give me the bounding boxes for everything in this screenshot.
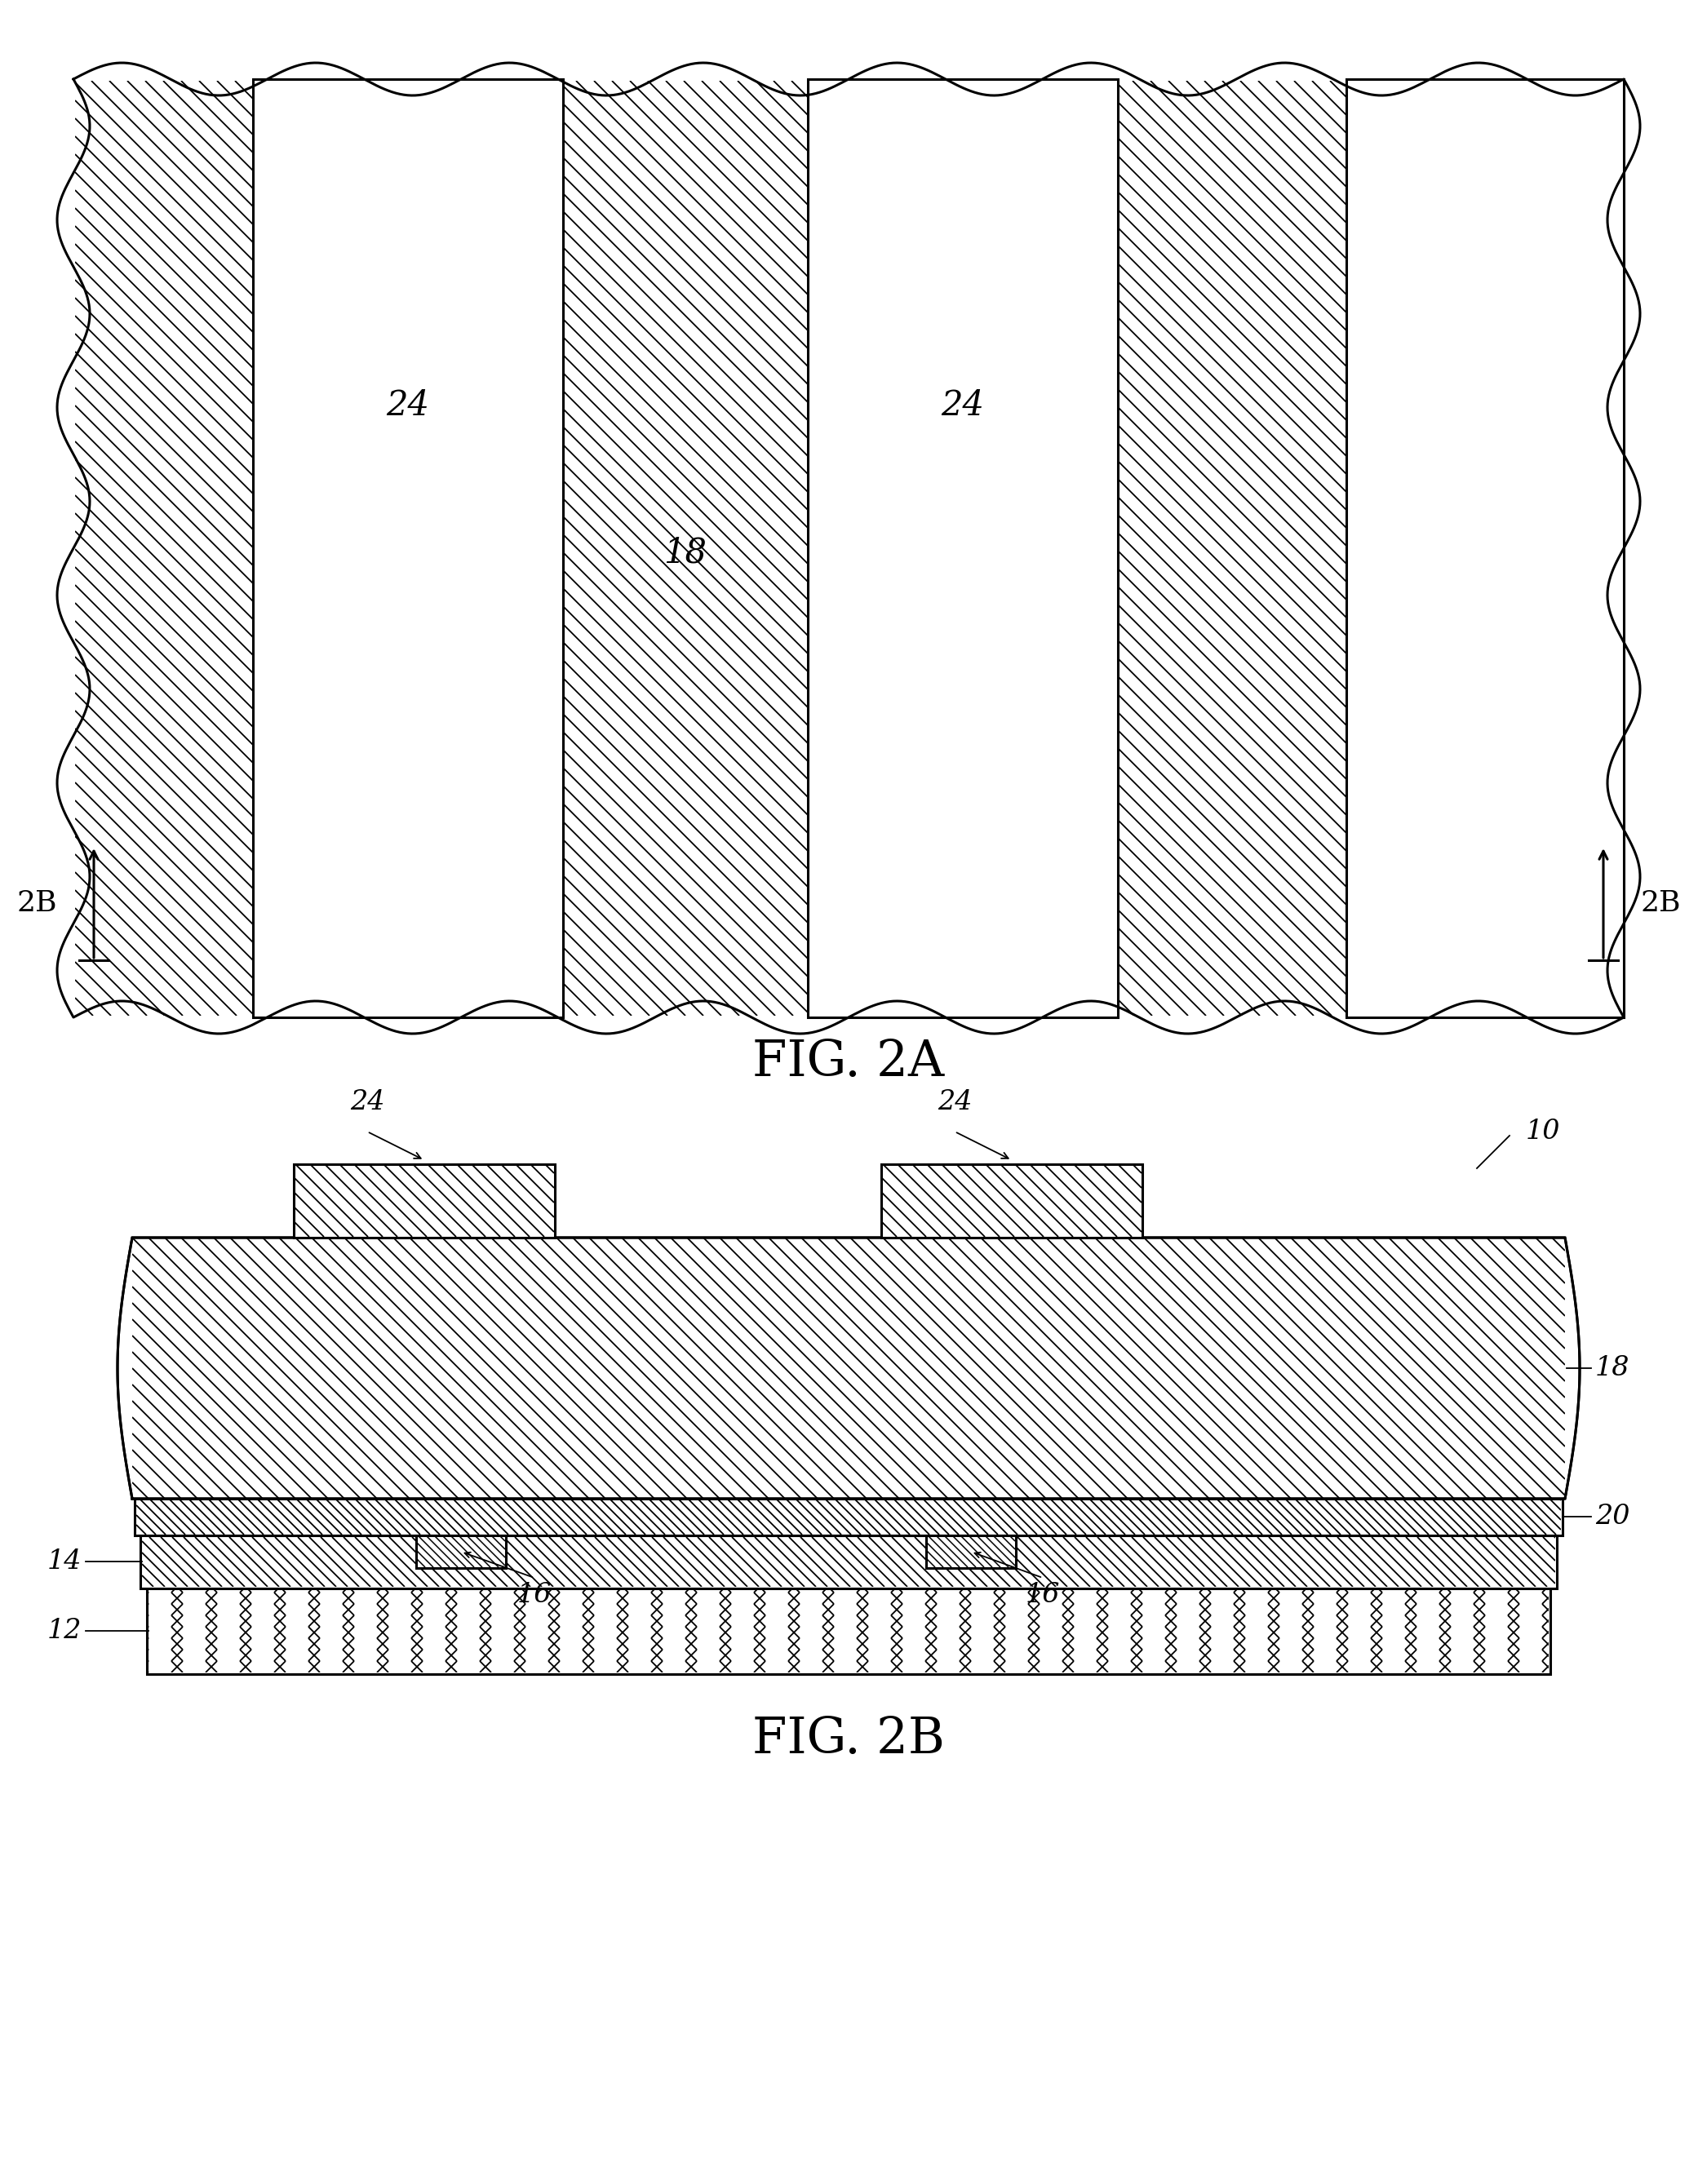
Text: 14: 14 xyxy=(48,1548,82,1575)
Bar xyxy=(141,1535,1557,1588)
Text: 24: 24 xyxy=(350,1090,384,1116)
Bar xyxy=(925,1535,1015,1568)
Text: 2B: 2B xyxy=(17,889,58,917)
Bar xyxy=(253,79,564,1018)
Bar xyxy=(808,79,1117,1018)
Bar xyxy=(134,1498,1562,1535)
Bar xyxy=(416,1535,506,1568)
Text: FIG. 2B: FIG. 2B xyxy=(752,1714,944,1765)
Text: 24: 24 xyxy=(941,389,985,424)
Bar xyxy=(146,1588,1550,1675)
Text: 10: 10 xyxy=(1527,1118,1560,1144)
Text: 16: 16 xyxy=(518,1581,552,1607)
Polygon shape xyxy=(117,1238,1579,1498)
Text: 20: 20 xyxy=(1594,1503,1630,1529)
Text: 2B: 2B xyxy=(1640,889,1681,917)
Bar xyxy=(294,1164,555,1238)
Text: 18: 18 xyxy=(1594,1354,1630,1380)
Text: FIG. 2A: FIG. 2A xyxy=(752,1037,944,1088)
Polygon shape xyxy=(58,63,1640,1033)
Text: 16: 16 xyxy=(1026,1581,1060,1607)
Text: 18: 18 xyxy=(664,535,706,570)
Text: 24: 24 xyxy=(387,389,430,424)
Text: 12: 12 xyxy=(48,1618,82,1645)
Bar xyxy=(881,1164,1143,1238)
Text: 24: 24 xyxy=(937,1090,971,1116)
Bar xyxy=(1347,79,1623,1018)
